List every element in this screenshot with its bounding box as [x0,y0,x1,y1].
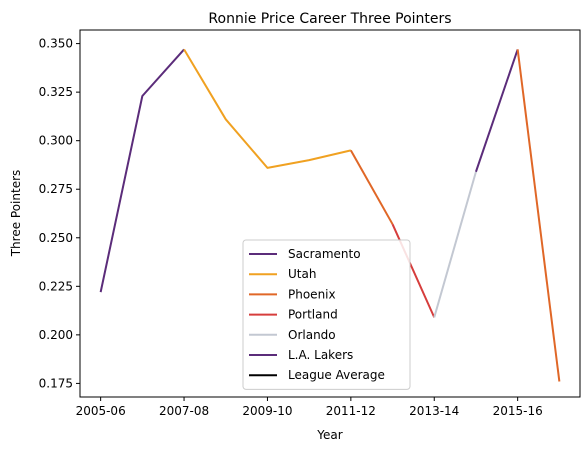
legend-label-league-average: League Average [288,368,385,382]
y-tick-label: 0.200 [39,328,73,342]
x-axis: 2005-06 2007-08 2009-10 2011-12 2013-14 2015-… [76,397,543,418]
y-axis-label: Three Pointers [9,170,23,258]
legend-label-phoenix: Phoenix [288,287,336,301]
plot-frame [79,29,581,398]
y-tick-label: 0.175 [39,376,73,390]
series-line-phoenix-2 [349,149,394,225]
legend-label-utah: Utah [288,267,316,281]
x-tick-label: 2013-14 [409,404,459,418]
y-tick-label: 0.350 [39,37,73,51]
series-line-utah-1 [183,48,352,169]
y-tick-label: 0.300 [39,134,73,148]
series-line-l-a-lakers-5 [475,49,519,173]
legend-label-portland: Portland [288,308,338,322]
legend-box [242,239,411,390]
y-tick-label: 0.225 [39,279,73,293]
legend-label-l-a-lakers: L.A. Lakers [288,348,353,362]
y-tick-label: 0.325 [39,85,73,99]
x-tick-label: 2015-16 [493,404,543,418]
legend-label-sacramento: Sacramento [288,247,361,261]
legend-label-orlando: Orlando [288,328,336,342]
plot-lines [99,48,561,382]
y-axis: 0.175 0.200 0.225 0.250 0.275 0.300 0.325 0.350 [39,37,80,390]
series-line-sacramento-0 [99,48,185,293]
x-tick-label: 2005-06 [76,404,126,418]
series-line-orlando-4 [433,171,477,318]
x-tick-label: 2007-08 [159,404,209,418]
series-line-phoenix-6 [516,49,561,382]
y-tick-label: 0.275 [39,182,73,196]
y-tick-label: 0.250 [39,231,73,245]
x-tick-label: 2009-10 [242,404,292,418]
chart-title: Ronnie Price Career Three Pointers [208,11,451,27]
x-axis-label: Year [316,428,342,442]
x-tick-label: 2011-12 [326,404,376,418]
legend: Sacramento Utah Phoenix Portland Orlando L.A.… [242,239,411,390]
